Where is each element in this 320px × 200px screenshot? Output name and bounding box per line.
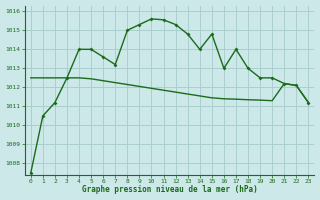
X-axis label: Graphe pression niveau de la mer (hPa): Graphe pression niveau de la mer (hPa) <box>82 185 258 194</box>
